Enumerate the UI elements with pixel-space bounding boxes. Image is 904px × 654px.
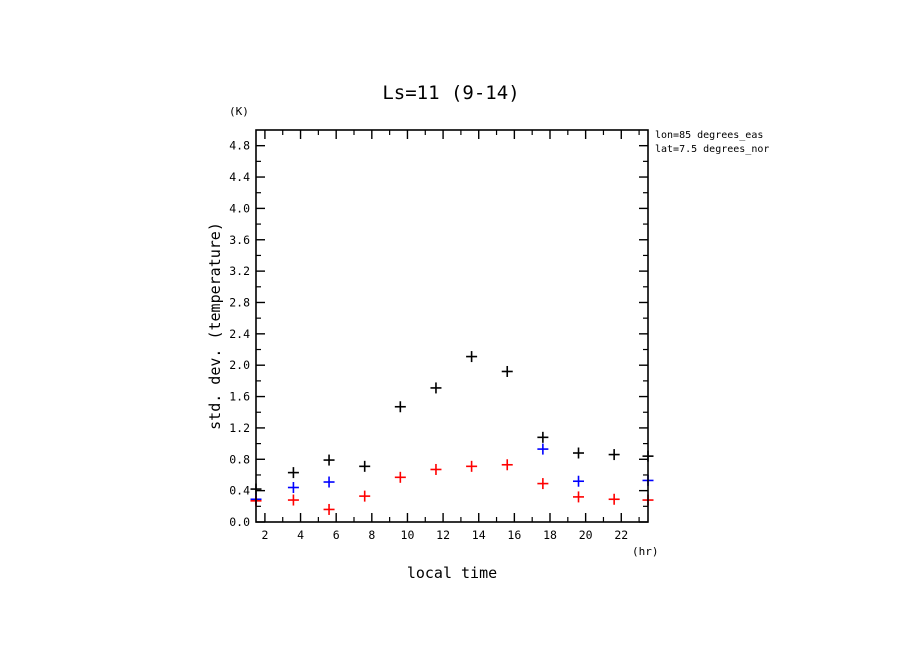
- data-point: [359, 490, 371, 502]
- data-point: [323, 503, 335, 515]
- chart-title: Ls=11 (9-14): [382, 82, 519, 104]
- data-point: [537, 478, 549, 490]
- data-marks: [250, 351, 654, 515]
- data-point: [359, 460, 371, 472]
- x-tick-label: 16: [507, 528, 521, 542]
- data-point: [287, 482, 299, 494]
- y-tick-label: 4.0: [229, 201, 250, 215]
- data-point: [466, 460, 478, 472]
- data-point: [608, 449, 620, 461]
- data-point: [394, 401, 406, 413]
- annotation-lon: lon=85 degrees_eas: [655, 130, 763, 141]
- data-point: [537, 431, 549, 443]
- y-axis-unit: (K): [229, 105, 249, 118]
- plot-frame: [255, 129, 649, 523]
- x-tick-label: 22: [614, 528, 628, 542]
- data-point: [323, 454, 335, 466]
- y-tick-label: 3.6: [229, 233, 250, 247]
- y-axis-label: std. dev. (temperature): [206, 222, 224, 430]
- y-tick-label: 3.2: [229, 264, 250, 278]
- data-point: [287, 467, 299, 479]
- x-tick-label: 18: [543, 528, 557, 542]
- axis-ticks: 2 4 6 8 10 12 14 16 18 20 22 0.0 0.4 0.8 1.2 1.6 2.0 2.4 2…: [229, 130, 648, 542]
- y-tick-label: 1.2: [229, 421, 250, 435]
- y-tick-label: 4.4: [229, 170, 250, 184]
- data-point: [323, 476, 335, 488]
- data-point: [394, 471, 406, 483]
- x-tick-label: 6: [333, 528, 340, 542]
- data-point: [430, 382, 442, 394]
- data-point: [537, 443, 549, 455]
- x-tick-label: 20: [579, 528, 593, 542]
- y-tick-label: 2.0: [229, 358, 250, 372]
- data-point: [608, 493, 620, 505]
- data-point: [501, 365, 513, 377]
- data-point: [501, 459, 513, 471]
- data-point: [466, 351, 478, 363]
- x-axis-unit: (hr): [632, 545, 659, 558]
- y-tick-label: 0.4: [229, 484, 250, 498]
- x-tick-label: 4: [297, 528, 304, 542]
- y-tick-label: 0.8: [229, 452, 250, 466]
- data-point: [573, 447, 585, 459]
- y-tick-label: 4.8: [229, 139, 250, 153]
- x-tick-label: 8: [368, 528, 375, 542]
- y-tick-label: 0.0: [229, 515, 250, 529]
- y-tick-label: 2.8: [229, 295, 250, 309]
- x-tick-label: 14: [472, 528, 486, 542]
- data-point: [573, 491, 585, 503]
- x-tick-label: 10: [401, 528, 415, 542]
- y-tick-label: 1.6: [229, 390, 250, 404]
- y-tick-label: 2.4: [229, 327, 250, 341]
- x-tick-label: 12: [436, 528, 450, 542]
- data-point: [287, 494, 299, 506]
- x-tick-label: 2: [261, 528, 268, 542]
- annotation-lat: lat=7.5 degrees_nor: [655, 144, 769, 155]
- data-point: [430, 463, 442, 475]
- x-axis-label: local time: [407, 564, 497, 582]
- data-point: [573, 475, 585, 487]
